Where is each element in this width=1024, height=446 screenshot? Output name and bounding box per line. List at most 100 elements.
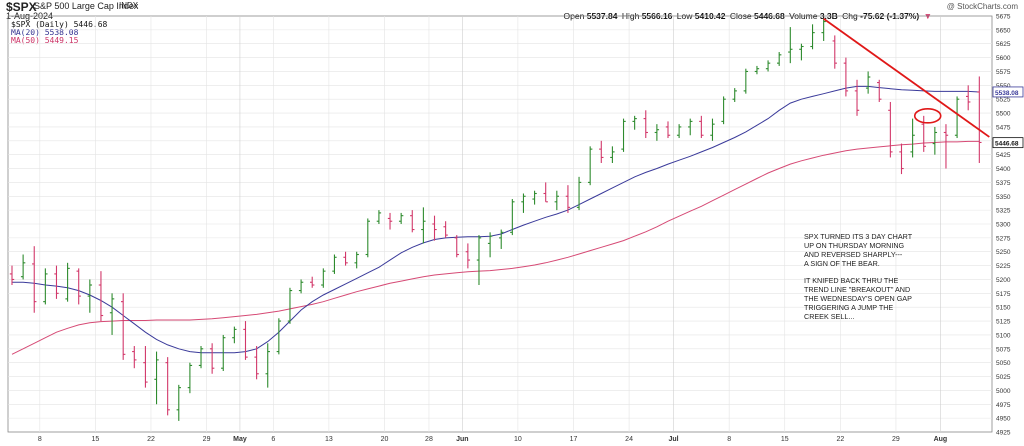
y-tick-label: 5375 [996,180,1011,187]
x-tick-label: Jul [668,436,678,443]
ohlc-bar [888,101,893,158]
ohlc-bar [654,124,660,141]
ohlc-bar [54,265,59,299]
ohlc-bar [788,27,793,64]
x-tick-label: 24 [625,436,633,443]
ohlc-bar [176,384,181,421]
legend-ma50: MA(50) 5449.15 [11,36,78,45]
ohlc-bar [610,146,615,163]
legend-ma20-text: MA(20) 5538.08 [11,28,79,37]
ohlc-bar [743,68,749,94]
ohlc-bar [154,351,159,405]
y-tick-label: 4975 [996,402,1011,409]
ma50-line [11,140,980,355]
x-tick-label: May [233,436,247,443]
ohlc-bar [865,71,871,94]
y-tick-label: 5575 [996,69,1011,76]
ohlc-bar [776,52,782,66]
ohlc-bar [877,79,882,102]
x-tick-label: 22 [147,436,155,443]
ohlc-bar [943,124,949,169]
y-tick-label: 5150 [996,305,1011,312]
ohlc-bar [254,346,259,380]
ohlc-bar [932,126,938,155]
x-tick-label: 8 [38,436,42,443]
ohlc-bar [454,235,459,258]
ohlc-bar [198,346,204,369]
ohlc-bar [632,115,637,130]
annotations-layer [823,18,990,138]
ohlc-bar [843,57,849,97]
y-tick-label: 5325 [996,208,1011,215]
ohlc-bar [165,357,170,416]
y-tick-label: 5475 [996,124,1011,131]
ohlc-bar [187,362,193,394]
ohlc-bar [621,118,626,152]
y-tick-label: 5250 [996,249,1011,256]
ohlc-bar [65,262,70,302]
ohlc-bar [977,76,982,163]
y-tick-label: 5500 [996,111,1011,118]
ohlc-bar [421,207,426,244]
chart-annotation: SPX TURNED ITS 3 DAY CHART UP ON THURSDA… [804,232,974,329]
y-tick-label: 5650 [996,27,1011,34]
x-tick-label: 22 [836,436,844,443]
ohlc-bar [499,229,504,249]
ohlc-bar [921,115,926,152]
ma20-last-tag-box [992,86,1024,98]
y-tick-label: 5200 [996,277,1011,284]
ohlc-bar [832,35,837,69]
ohlc-bar [676,124,682,139]
x-tick-label: 29 [892,436,900,443]
ohlc-bar [410,210,415,233]
watermark: @ StockCharts.com [946,2,1018,11]
ohlc-bar [365,218,370,258]
ohlc-bar [699,115,704,139]
y-tick-label: 5025 [996,374,1011,381]
ohlc-bar [899,143,904,175]
exchange-label: INDX [119,1,139,10]
ohlc-bar [688,118,693,136]
price-bars [9,18,982,421]
ohlc-bar [243,321,248,360]
y-tick-label: 5600 [996,55,1011,62]
ohlc-bar [521,193,526,213]
ohlc-bar [487,232,493,258]
ohlc-bar [443,221,448,238]
y-tick-label: 5675 [996,14,1011,21]
index-name: S&P 500 Large Cap Index [34,1,139,11]
ohlc-bar [209,343,215,374]
ohlc-bar [98,271,104,322]
ticker-symbol[interactable]: $SPX [6,0,37,14]
y-tick-label: 5125 [996,319,1011,326]
ohlc-bar [298,279,304,294]
ohlc-bar [810,24,815,50]
y-tick-label: 5275 [996,235,1011,242]
ohlc-bar [587,146,593,186]
x-tick-label: Aug [934,436,948,443]
ohlc-bar [87,279,93,313]
ohlc-bar [732,88,737,102]
ohlc-bar [465,243,471,269]
ma20-layer [12,85,980,354]
ohlc-bar [221,334,226,371]
ohlc-bar [665,121,671,139]
x-tick-label: 28 [425,436,433,443]
ohlc-bar [310,276,315,288]
ohlc-bar [398,212,404,224]
ohlc-bar [76,268,81,305]
ohlc-bar [821,18,826,41]
annotation-para-2: IT KNIFED BACK THRU THE TREND LINE "BREA… [804,276,912,321]
y-tick-label: 4925 [996,430,1011,437]
y-tick-label: 5300 [996,222,1011,229]
ohlc-bar [32,246,37,313]
y-tick-label: 5050 [996,360,1011,367]
x-tick-label: 15 [91,436,99,443]
y-tick-label: 5525 [996,97,1011,104]
ohlc-bar [710,118,715,141]
y-tick-label: 5225 [996,263,1011,270]
y-tick-label: 5550 [996,83,1011,90]
x-tick-label: 10 [514,436,522,443]
ohlc-bar [543,182,548,203]
